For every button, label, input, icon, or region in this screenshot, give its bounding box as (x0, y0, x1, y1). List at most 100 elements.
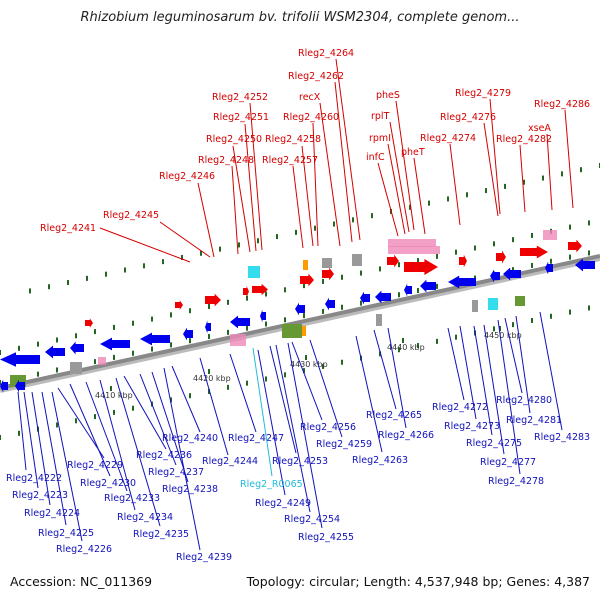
tick-mark-outer (504, 183, 506, 189)
tick-mark-outer (333, 221, 335, 227)
forward-gene-label-leader (292, 165, 304, 249)
reverse-gene-label: Rleg2_4234 (117, 512, 173, 523)
reverse-gene-label-leader (287, 342, 323, 529)
tick-mark-upper (132, 350, 134, 356)
tick-mark-lower (569, 309, 571, 315)
forward-gene-label-leader (519, 144, 526, 213)
reverse-gene-arrow (260, 309, 266, 323)
forward-gene-label: Rleg2_4262 (288, 71, 344, 82)
green-feature-box (515, 296, 525, 306)
tick-mark-upper (113, 354, 115, 360)
reverse-gene-label-leader (151, 371, 189, 483)
reverse-gene-label-leader (291, 341, 323, 421)
forward-gene-label-leader (244, 123, 257, 252)
tick-mark-outer (428, 200, 430, 206)
reverse-gene-label-leader (115, 377, 161, 527)
reverse-gene-arrow (325, 297, 335, 311)
reverse-gene-label: Rleg2_4281 (506, 415, 562, 426)
forward-gene-label: Rleg2_4264 (298, 48, 354, 59)
forward-gene-label-leader (312, 122, 319, 247)
gray-feature-box (352, 254, 362, 266)
reverse-gene-label-leader (275, 344, 311, 513)
tick-mark-upper (151, 346, 153, 352)
reverse-gene-arrow (448, 275, 476, 289)
forward-gene-label: Rleg2_4260 (283, 112, 339, 123)
tick-mark-inner (56, 337, 58, 343)
scale-label: 4440 kbp (387, 343, 425, 352)
forward-gene-label: Rleg2_4241 (40, 223, 96, 234)
tick-mark-outer (314, 225, 316, 231)
reverse-gene-arrow (503, 267, 521, 281)
tick-mark-lower (0, 435, 1, 440)
tick-mark-outer (48, 284, 50, 290)
accession-text: Accession: NC_011369 (10, 574, 153, 589)
reverse-gene-label: Rleg2_4244 (202, 456, 258, 467)
forward-gene-label-leader (231, 165, 239, 255)
topology-summary: Topology: circular; Length: 4,537,948 bp… (246, 574, 590, 589)
forward-gene-arrow (85, 318, 93, 328)
tick-mark-upper (588, 250, 590, 256)
forward-gene-label: recX (299, 92, 321, 103)
forward-gene-label-leader (99, 227, 191, 263)
forward-gene-label: Rleg2_4276 (440, 112, 496, 123)
tick-mark-lower (588, 305, 590, 311)
tick-mark-upper (550, 258, 552, 264)
scale-tick (208, 369, 210, 374)
tick-mark-upper (56, 367, 58, 373)
forward-gene-arrow (300, 273, 314, 287)
forward-gene-label: Rleg2_4274 (420, 133, 476, 144)
tick-mark-lower (265, 376, 267, 382)
forward-gene-label-leader (449, 143, 461, 226)
scale-label: 4420 kbp (193, 374, 231, 383)
reverse-gene-arrow (45, 345, 65, 359)
tick-mark-inner (75, 333, 77, 339)
reverse-gene-label: Rleg2_4283 (534, 432, 590, 443)
forward-gene-label-leader (197, 182, 215, 258)
tick-mark-upper (189, 338, 191, 344)
gray-feature-box (70, 362, 82, 374)
tick-mark-upper (322, 308, 324, 314)
reverse-gene-label-leader (163, 367, 201, 551)
tick-mark-lower (227, 384, 229, 390)
reverse-gene-arrow (404, 283, 412, 297)
forward-gene-label: Rleg2_4245 (103, 210, 159, 221)
reverse-gene-label-leader (57, 387, 105, 459)
reverse-gene-label-leader (257, 349, 286, 496)
reverse-gene-label: Rleg2_4272 (432, 402, 488, 413)
reverse-gene-arrow (140, 332, 170, 346)
reverse-gene-label-leader (69, 383, 111, 477)
forward-gene-label-leader (334, 81, 353, 243)
tick-mark-outer (143, 263, 145, 269)
reverse-gene-label-leader (171, 365, 201, 433)
scale-label: 4430 kbp (290, 360, 328, 369)
gray-feature-box (376, 314, 382, 326)
tick-mark-upper (94, 359, 96, 365)
tick-mark-inner (189, 308, 191, 314)
scale-tick (499, 326, 501, 331)
tick-mark-upper (512, 267, 514, 273)
reverse-gene-arrow (375, 290, 391, 304)
tick-mark-lower (417, 343, 419, 349)
forward-gene-label-leader (387, 143, 406, 235)
tick-mark-outer (485, 188, 487, 194)
tick-mark-upper (569, 254, 571, 260)
reverse-gene-label-leader (23, 391, 39, 489)
forward-gene-label: Rleg2_4279 (455, 88, 511, 99)
tick-mark-outer (542, 175, 544, 181)
gray-feature-box (322, 258, 332, 268)
tick-mark-inner (170, 312, 172, 318)
forward-gene-arrow (387, 254, 399, 268)
tick-mark-upper (531, 262, 533, 268)
tick-mark-inner (94, 329, 96, 335)
reverse-gene-arrow (100, 337, 130, 351)
tick-mark-outer (67, 280, 69, 286)
reverse-gene-label: Rleg2_4239 (176, 552, 232, 563)
forward-gene-label-leader (413, 157, 426, 235)
tick-mark-outer (181, 254, 183, 260)
tick-mark-inner (132, 320, 134, 326)
forward-gene-label: Rleg2_4246 (159, 171, 215, 182)
reverse-gene-label-leader (539, 311, 563, 431)
forward-gene-label-leader (389, 121, 410, 233)
scale-tick (110, 386, 112, 391)
reverse-gene-label-leader (123, 375, 167, 450)
